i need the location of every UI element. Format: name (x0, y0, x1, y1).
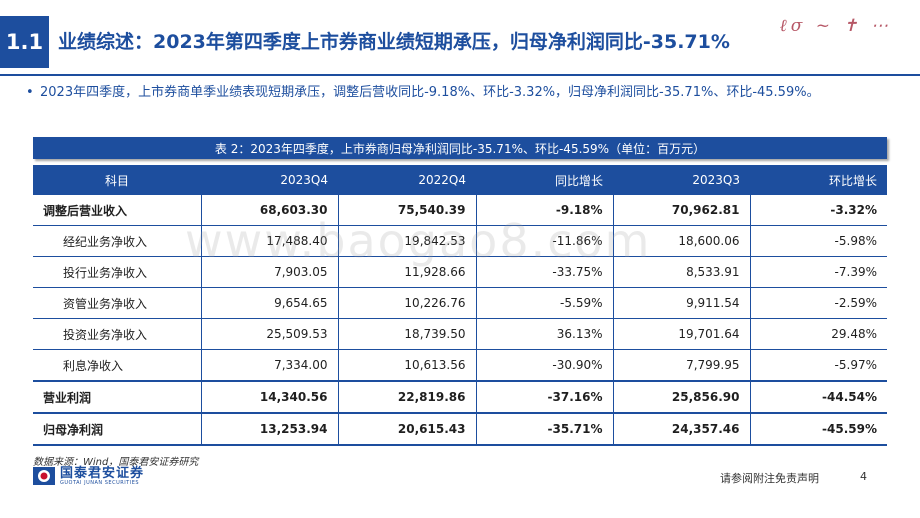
table-row: 归母净利润 13,253.94 20,615.43 -35.71% 24,357… (33, 413, 887, 446)
table-row: 利息净收入 7,334.00 10,613.56 -30.90% 7,799.9… (33, 349, 887, 382)
row-label: 经纪业务净收入 (33, 225, 202, 257)
cell-2023q4: 7,903.05 (201, 256, 339, 288)
table-row: 经纪业务净收入 17,488.40 19,842.53 -11.86% 18,6… (33, 225, 887, 257)
header-divider (0, 74, 920, 76)
table-row: 投行业务净收入 7,903.05 11,928.66 -33.75% 8,533… (33, 256, 887, 288)
slide-header: 1.1 业绩综述：2023年第四季度上市券商业绩短期承压，归母净利润同比-35.… (0, 16, 920, 76)
cell-qoq: -5.97% (750, 349, 887, 382)
cell-2023q4: 14,340.56 (201, 381, 339, 414)
cell-yoy: -37.16% (476, 381, 614, 414)
summary-paragraph: • 2023年四季度，上市券商单季业绩表现短期承压，调整后营收同比-9.18%、… (26, 82, 860, 104)
cell-2023q4: 68,603.30 (201, 195, 339, 226)
logo-text: 国泰君安证券 GUOTAI JUNAN SECURITIES (60, 467, 144, 486)
cell-2023q4: 7,334.00 (201, 349, 339, 382)
bullet-icon: • (26, 85, 34, 100)
row-label: 调整后营业收入 (33, 195, 202, 226)
column-header-2023q3: 2023Q3 (613, 165, 750, 195)
table-row: 投资业务净收入 25,509.53 18,739.50 36.13% 19,70… (33, 318, 887, 350)
cell-yoy: -35.71% (476, 413, 614, 446)
page-title: 业绩综述：2023年第四季度上市券商业绩短期承压，归母净利润同比-35.71% (58, 31, 730, 53)
table-caption: 表 2：2023年四季度，上市券商归母净利润同比-35.71%、环比-45.59… (33, 137, 887, 159)
column-header-subject: 科目 (33, 165, 201, 195)
row-label: 归母净利润 (33, 413, 202, 446)
cell-yoy: -5.59% (476, 287, 614, 319)
row-label: 营业利润 (33, 381, 202, 414)
cell-2023q3: 18,600.06 (613, 225, 751, 257)
earnings-table: 科目 2023Q4 2022Q4 同比增长 2023Q3 环比增长 调整后营业收… (33, 165, 887, 446)
logo-name-cn: 国泰君安证券 (60, 465, 145, 481)
row-label: 利息净收入 (33, 349, 202, 382)
summary-text: 2023年四季度，上市券商单季业绩表现短期承压，调整后营收同比-9.18%、环比… (40, 85, 820, 100)
cell-yoy: 36.13% (476, 318, 614, 350)
company-logo: 国泰君安证券 GUOTAI JUNAN SECURITIES (33, 466, 144, 486)
cell-qoq: -45.59% (750, 413, 887, 446)
cell-yoy: -30.90% (476, 349, 614, 382)
column-header-yoy: 同比增长 (476, 165, 613, 195)
logo-mark-icon (33, 467, 55, 485)
cell-2023q3: 7,799.95 (613, 349, 751, 382)
cell-2023q4: 13,253.94 (201, 413, 339, 446)
cell-2022q4: 19,842.53 (338, 225, 477, 257)
cell-yoy: -33.75% (476, 256, 614, 288)
cell-yoy: -11.86% (476, 225, 614, 257)
cell-2022q4: 20,615.43 (338, 413, 477, 446)
logo-name-en: GUOTAI JUNAN SECURITIES (60, 479, 140, 486)
cell-2022q4: 75,540.39 (338, 195, 477, 226)
table-row: 资管业务净收入 9,654.65 10,226.76 -5.59% 9,911.… (33, 287, 887, 319)
data-source-note: 数据来源：Wind，国泰君安证券研究 (33, 457, 199, 468)
cell-qoq: -3.32% (750, 195, 887, 226)
cell-2023q4: 9,654.65 (201, 287, 339, 319)
cell-2022q4: 11,928.66 (338, 256, 477, 288)
page-number: 4 (860, 470, 867, 483)
row-label: 投资业务净收入 (33, 318, 202, 350)
brand-script-decoration: ℓσ ~ ✝ ⋯ (779, 16, 892, 36)
cell-qoq: -5.98% (750, 225, 887, 257)
cell-qoq: -44.54% (750, 381, 887, 414)
column-header-2022q4: 2022Q4 (338, 165, 476, 195)
cell-2023q3: 70,962.81 (613, 195, 751, 226)
table-header-row: 科目 2023Q4 2022Q4 同比增长 2023Q3 环比增长 (33, 165, 887, 195)
row-label: 投行业务净收入 (33, 256, 202, 288)
disclaimer-link[interactable]: 请参阅附注免责声明 (720, 472, 819, 485)
column-header-2023q4: 2023Q4 (201, 165, 338, 195)
cell-2023q4: 25,509.53 (201, 318, 339, 350)
cell-2023q3: 9,911.54 (613, 287, 751, 319)
row-label: 资管业务净收入 (33, 287, 202, 319)
cell-2023q3: 19,701.64 (613, 318, 751, 350)
cell-2023q3: 24,357.46 (613, 413, 751, 446)
cell-2022q4: 22,819.86 (338, 381, 477, 414)
column-header-qoq: 环比增长 (750, 165, 887, 195)
cell-2022q4: 10,613.56 (338, 349, 477, 382)
cell-yoy: -9.18% (476, 195, 614, 226)
cell-2022q4: 10,226.76 (338, 287, 477, 319)
cell-2022q4: 18,739.50 (338, 318, 477, 350)
cell-2023q3: 8,533.91 (613, 256, 751, 288)
table-row: 调整后营业收入 68,603.30 75,540.39 -9.18% 70,96… (33, 195, 887, 226)
cell-qoq: -2.59% (750, 287, 887, 319)
section-number-badge: 1.1 (0, 16, 49, 68)
cell-2023q3: 25,856.90 (613, 381, 751, 414)
cell-qoq: 29.48% (750, 318, 887, 350)
cell-2023q4: 17,488.40 (201, 225, 339, 257)
cell-qoq: -7.39% (750, 256, 887, 288)
table-row: 营业利润 14,340.56 22,819.86 -37.16% 25,856.… (33, 381, 887, 414)
